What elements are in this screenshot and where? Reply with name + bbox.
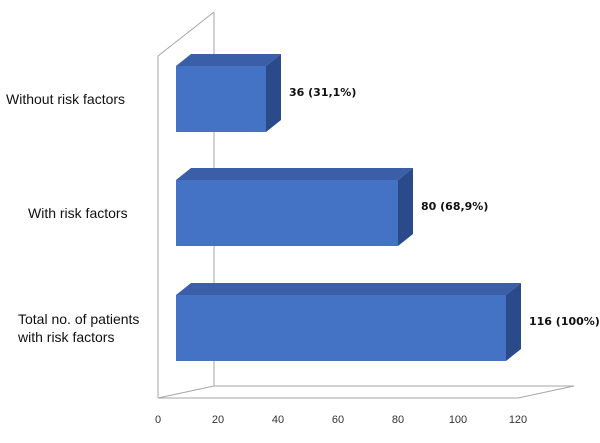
floor-left-edge bbox=[157, 385, 215, 399]
x-tick-label: 60 bbox=[332, 414, 344, 426]
bar-side-face bbox=[506, 283, 521, 361]
bar bbox=[176, 295, 506, 361]
category-label: With risk factors bbox=[28, 205, 128, 221]
x-tick-label: 120 bbox=[509, 414, 527, 426]
x-tick-label: 40 bbox=[272, 414, 284, 426]
bar bbox=[176, 180, 398, 246]
category-label: Without risk factors bbox=[6, 91, 125, 107]
bar-top-face bbox=[176, 283, 521, 295]
data-label: 116 (100%) bbox=[529, 315, 600, 328]
data-label: 80 (68,9%) bbox=[421, 200, 488, 213]
bar-side-face bbox=[398, 168, 413, 246]
category-label-line: Without risk factors bbox=[6, 91, 125, 107]
category-label-line: with risk factors bbox=[17, 329, 114, 345]
floor-right-edge bbox=[517, 385, 575, 399]
x-tick-label: 80 bbox=[392, 414, 404, 426]
wall-top-edge bbox=[157, 11, 215, 57]
category-label: Total no. of patients with risk factors bbox=[17, 311, 139, 345]
x-tick-label: 0 bbox=[155, 414, 161, 426]
bar bbox=[176, 66, 266, 132]
bar-top-face bbox=[176, 168, 413, 180]
bar-top-face bbox=[176, 54, 281, 66]
bar-side-face bbox=[266, 54, 281, 132]
category-label-line: With risk factors bbox=[28, 205, 128, 221]
x-tick-label: 20 bbox=[212, 414, 224, 426]
category-label-line: Total no. of patients bbox=[18, 311, 139, 327]
x-tick-label: 100 bbox=[449, 414, 467, 426]
data-label: 36 (31,1%) bbox=[289, 86, 356, 99]
